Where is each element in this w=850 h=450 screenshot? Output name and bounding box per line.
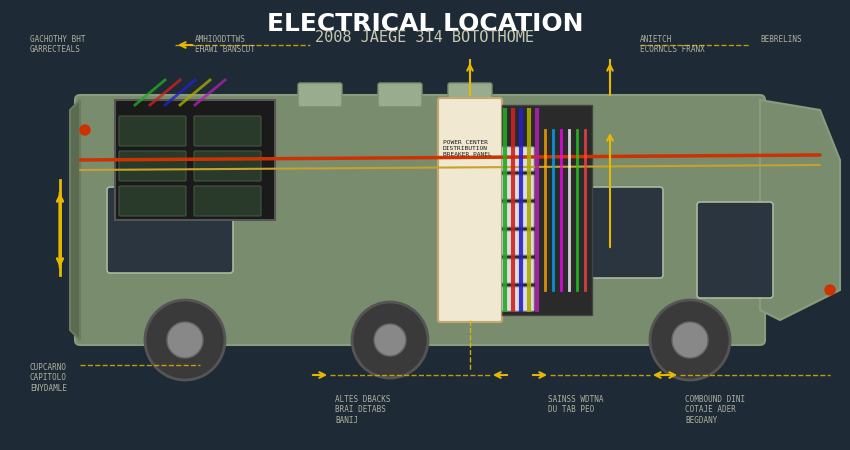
FancyBboxPatch shape — [557, 187, 663, 278]
FancyBboxPatch shape — [448, 83, 492, 107]
FancyBboxPatch shape — [194, 116, 261, 146]
FancyBboxPatch shape — [502, 105, 592, 315]
Text: CUPCARNO
CAPITOLO
ENYDAMLE: CUPCARNO CAPITOLO ENYDAMLE — [30, 363, 67, 393]
FancyBboxPatch shape — [502, 175, 534, 199]
FancyBboxPatch shape — [502, 287, 534, 311]
Circle shape — [650, 300, 730, 380]
Text: 2008 JAEGE 314 BOTOTHOME: 2008 JAEGE 314 BOTOTHOME — [315, 30, 535, 45]
FancyBboxPatch shape — [194, 151, 261, 181]
Circle shape — [374, 324, 406, 356]
FancyBboxPatch shape — [378, 83, 422, 107]
FancyBboxPatch shape — [119, 151, 186, 181]
FancyBboxPatch shape — [502, 203, 534, 227]
Text: ALTES DBACKS
BRAI DETABS
BANIJ: ALTES DBACKS BRAI DETABS BANIJ — [335, 395, 390, 425]
FancyBboxPatch shape — [697, 202, 773, 298]
Polygon shape — [70, 100, 80, 340]
FancyBboxPatch shape — [194, 186, 261, 216]
Text: SAINSS WDTNA
DU TAB PEO: SAINSS WDTNA DU TAB PEO — [548, 395, 604, 414]
FancyBboxPatch shape — [119, 116, 186, 146]
Circle shape — [167, 322, 203, 358]
FancyBboxPatch shape — [502, 147, 534, 171]
Circle shape — [80, 125, 90, 135]
FancyBboxPatch shape — [502, 259, 534, 283]
FancyBboxPatch shape — [298, 83, 342, 107]
Text: COMBOUND DINI
COTAJE ADER
BEGDANY: COMBOUND DINI COTAJE ADER BEGDANY — [685, 395, 745, 425]
FancyBboxPatch shape — [107, 187, 233, 273]
Text: ELECTRICAL LOCATION: ELECTRICAL LOCATION — [267, 12, 583, 36]
FancyBboxPatch shape — [119, 186, 186, 216]
FancyBboxPatch shape — [438, 98, 502, 322]
Polygon shape — [760, 100, 840, 320]
Text: GACHOTHY BHT
GARRECTEALS: GACHOTHY BHT GARRECTEALS — [30, 35, 86, 54]
Text: AMHIOODTTWS
EHAWI BANSCDT: AMHIOODTTWS EHAWI BANSCDT — [195, 35, 255, 54]
Text: BEBRELINS: BEBRELINS — [760, 35, 802, 44]
Text: POWER CENTER
DISTRIBUTION
BREAKER PANEL: POWER CENTER DISTRIBUTION BREAKER PANEL — [443, 140, 492, 157]
Circle shape — [352, 302, 428, 378]
Circle shape — [145, 300, 225, 380]
FancyBboxPatch shape — [502, 231, 534, 255]
FancyBboxPatch shape — [115, 100, 275, 220]
Text: ANIETCH
ECORNCLS FRANX: ANIETCH ECORNCLS FRANX — [640, 35, 705, 54]
Circle shape — [825, 285, 835, 295]
FancyBboxPatch shape — [75, 95, 765, 345]
Circle shape — [672, 322, 708, 358]
